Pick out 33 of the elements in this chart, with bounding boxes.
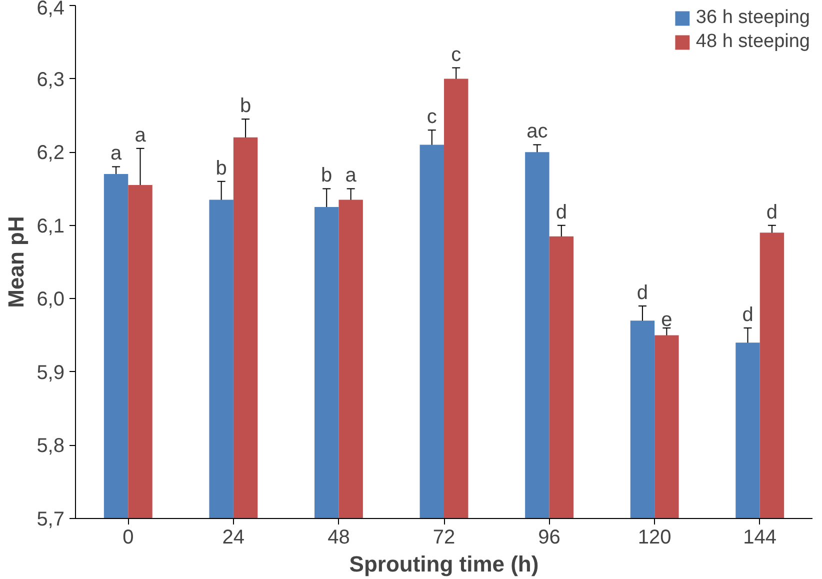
data-label: b [321, 164, 332, 187]
x-tick-label: 96 [538, 526, 560, 548]
y-tick-label: 6,2 [36, 142, 65, 164]
x-axis-title: Sprouting time (h) [349, 552, 539, 576]
data-label: d [556, 201, 567, 224]
legend-label: 48 h steeping [696, 31, 810, 53]
data-label: a [110, 142, 122, 165]
legend-label: 36 h steeping [696, 7, 810, 29]
data-label: a [134, 124, 147, 146]
data-label: b [240, 95, 252, 118]
y-tick-label: 5,8 [36, 435, 65, 458]
data-label: b [216, 157, 227, 180]
y-tick-label: 5,7 [36, 508, 65, 530]
x-tick-label: 48 [328, 526, 350, 548]
data-label: c [451, 44, 462, 66]
x-tick-label: 72 [432, 526, 456, 548]
data-label: ac [526, 120, 548, 143]
y-tick-label: 6,1 [36, 215, 65, 238]
x-tick-label: 24 [222, 526, 245, 548]
data-label: d [742, 304, 754, 326]
x-tick-label: 0 [122, 526, 134, 548]
y-tick-label: 5,9 [36, 362, 65, 384]
data-label: d [766, 201, 778, 224]
data-label: e [661, 308, 672, 331]
x-tick-label: 120 [638, 526, 672, 548]
y-tick-label: 6,0 [36, 288, 65, 311]
data-label: a [345, 164, 358, 187]
data-label: d [636, 282, 648, 304]
y-axis-title: Mean pH [4, 216, 29, 308]
y-tick-label: 6,4 [36, 0, 65, 20]
x-tick-label: 144 [743, 526, 777, 548]
data-label: c [426, 106, 437, 128]
y-tick-label: 6,3 [36, 68, 65, 91]
